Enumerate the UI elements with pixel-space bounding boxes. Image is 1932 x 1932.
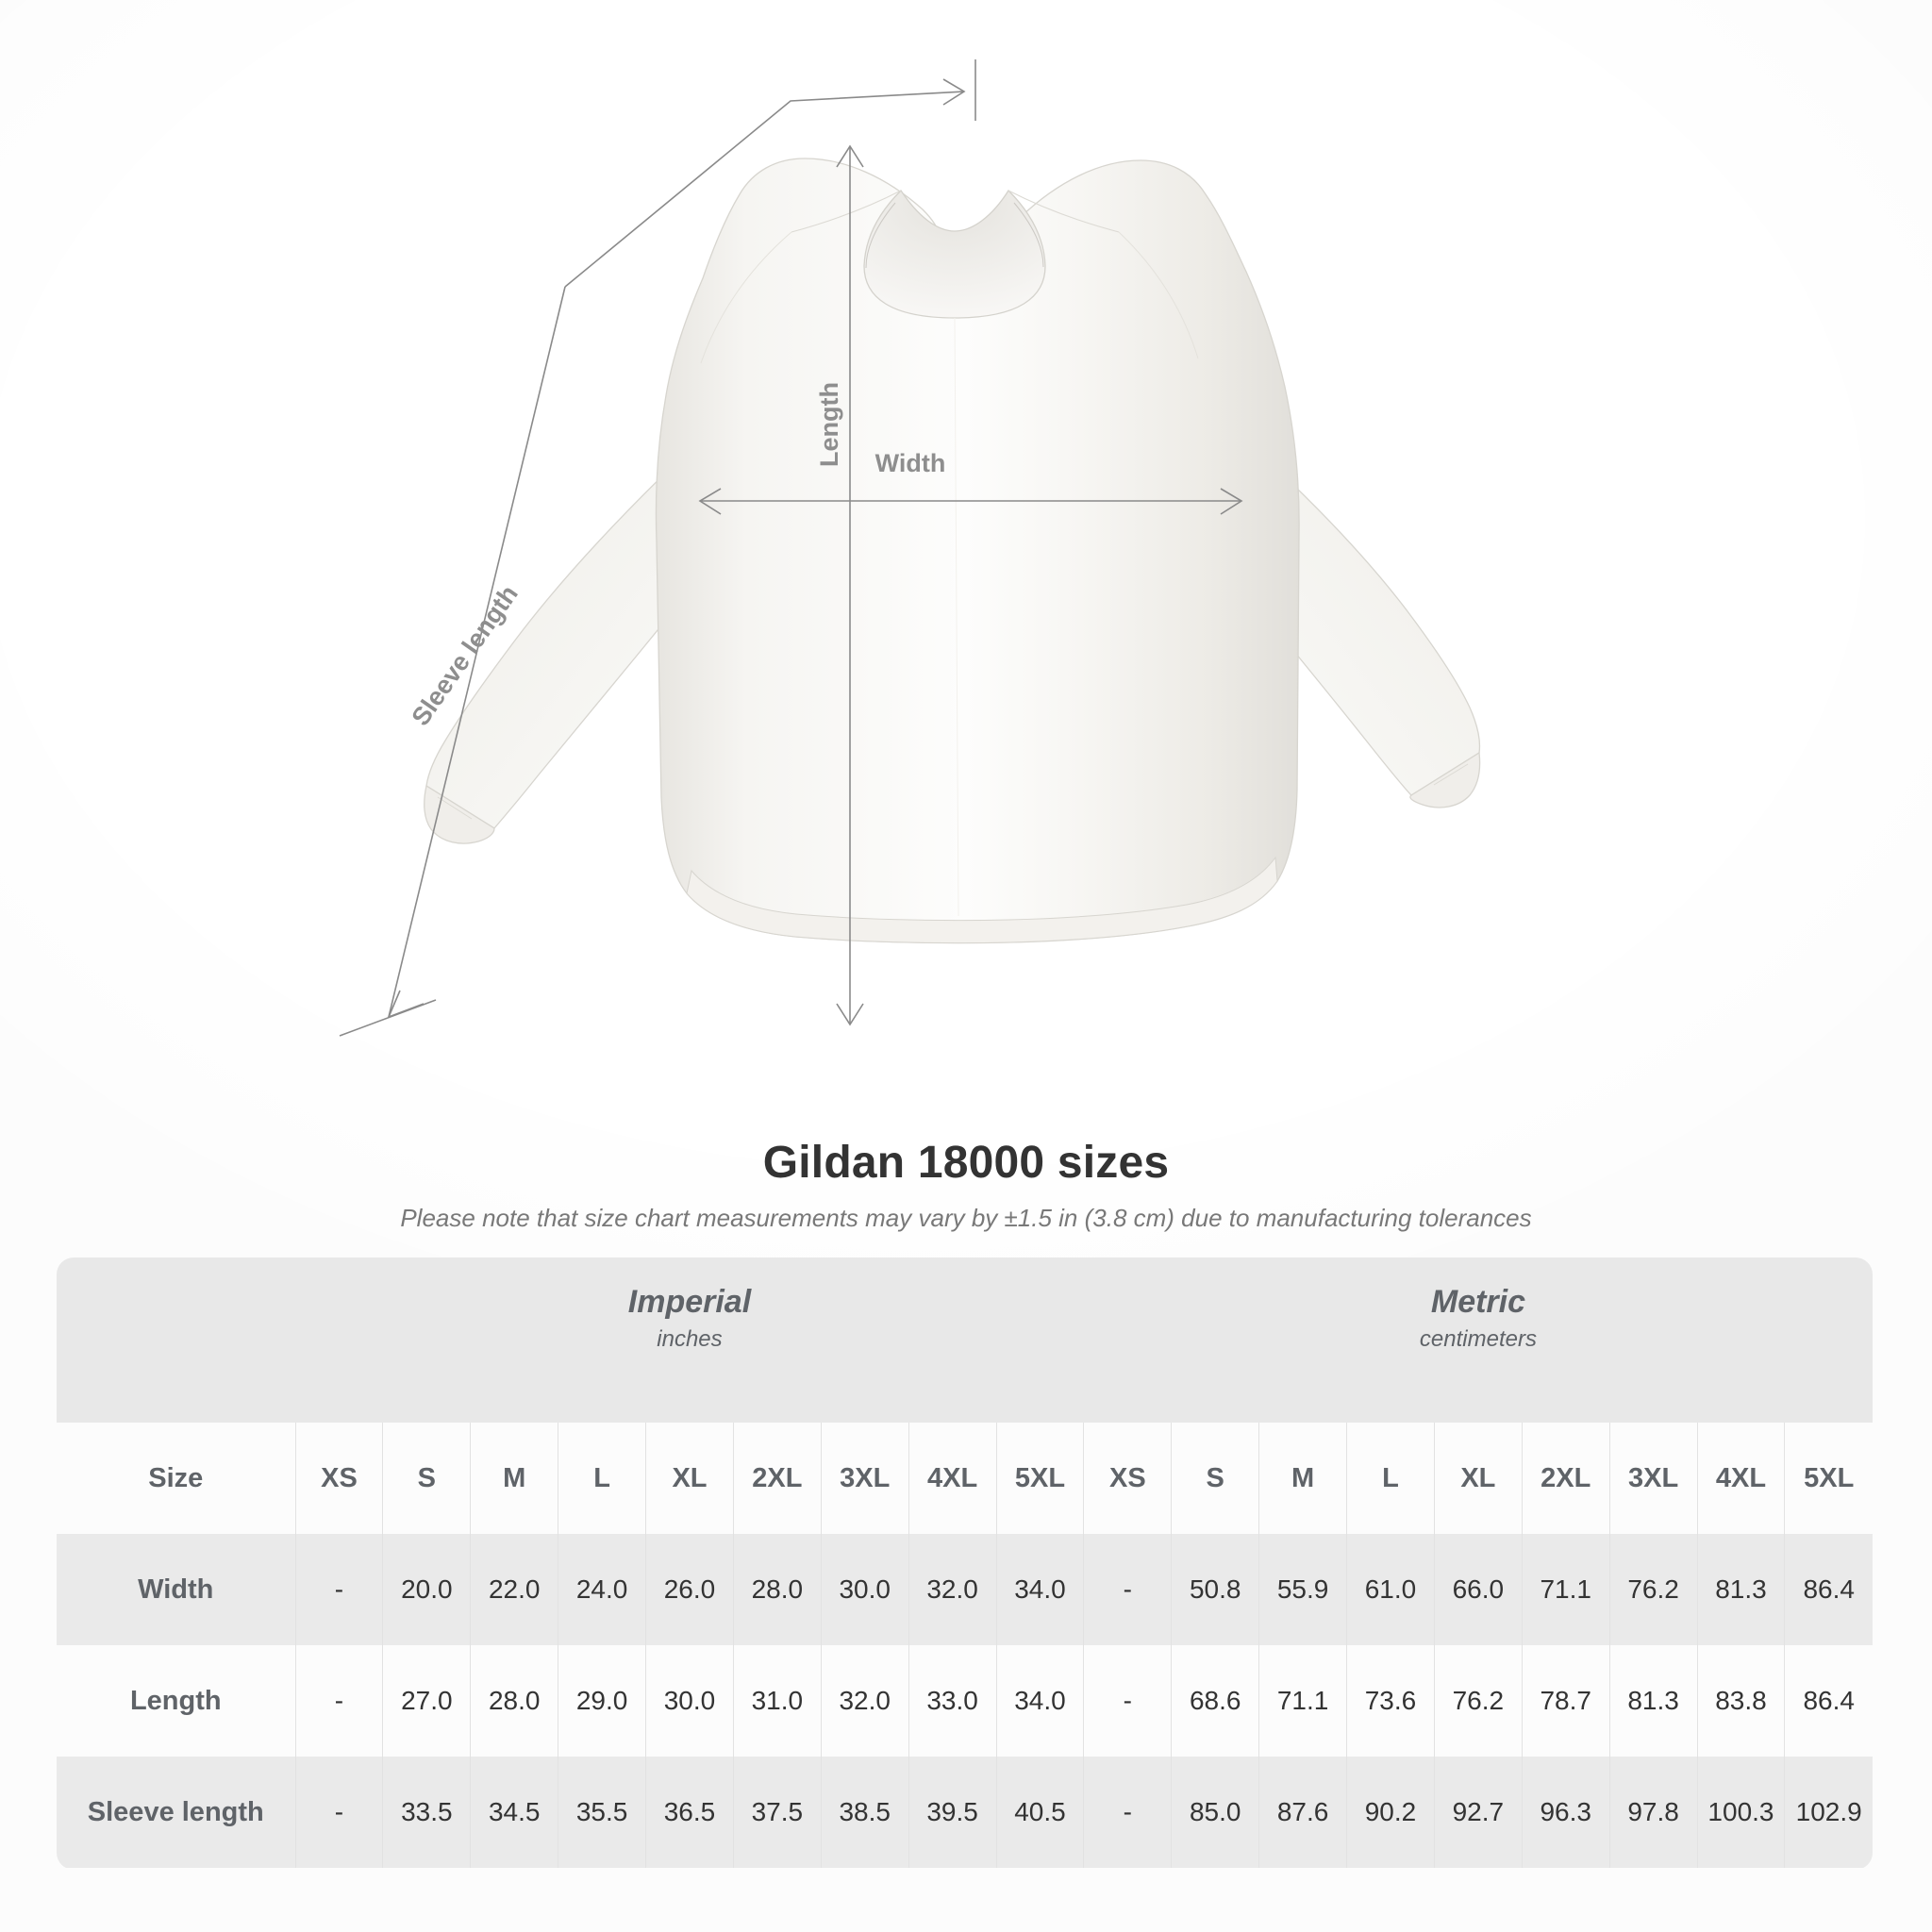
- svg-text:Width: Width: [875, 449, 946, 477]
- svg-text:Sleeve length: Sleeve length: [406, 580, 523, 731]
- svg-text:Length: Length: [815, 382, 843, 467]
